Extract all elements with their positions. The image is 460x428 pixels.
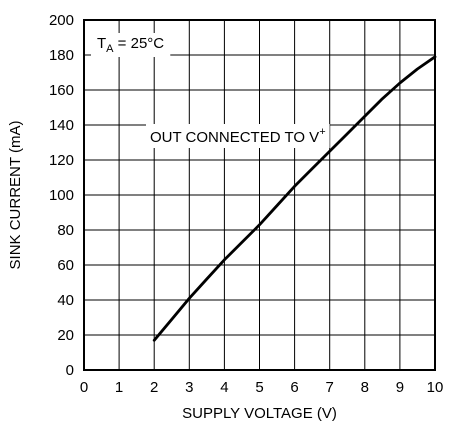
y-tick-labels: 0 20 40 60 80 100 120 140 160 180 200 <box>49 12 74 379</box>
y-tick-label: 140 <box>49 117 74 134</box>
y-tick-label: 40 <box>57 292 74 309</box>
y-tick-label: 0 <box>66 362 74 379</box>
x-tick-label: 0 <box>80 379 88 396</box>
y-tick-label: 80 <box>57 222 74 239</box>
y-tick-label: 160 <box>49 82 74 99</box>
x-tick-label: 6 <box>290 379 298 396</box>
y-tick-label: 120 <box>49 152 74 169</box>
x-tick-label: 10 <box>427 379 444 396</box>
x-axis-label: SUPPLY VOLTAGE (V) <box>182 405 337 422</box>
series-layer <box>152 55 437 342</box>
plot-frame <box>83 19 436 371</box>
y-axis-label: SINK CURRENT (mA) <box>7 121 24 270</box>
x-tick-label: 1 <box>115 379 123 396</box>
annotation-superscript: + <box>319 126 325 138</box>
y-tick-label: 100 <box>49 187 74 204</box>
y-tick-label: 200 <box>49 12 74 29</box>
y-tick-label: 60 <box>57 257 74 274</box>
condition-label: TA = 25°C <box>97 35 164 55</box>
x-tick-labels: 0 1 2 3 4 5 6 7 8 9 10 <box>80 379 444 396</box>
y-tick-label: 20 <box>57 327 74 344</box>
x-tick-label: 7 <box>326 379 334 396</box>
x-tick-label: 9 <box>396 379 404 396</box>
x-tick-label: 8 <box>361 379 369 396</box>
condition-subscript: A <box>106 43 114 55</box>
y-tick-label: 180 <box>49 47 74 64</box>
x-tick-label: 3 <box>185 379 193 396</box>
series-line <box>152 55 437 342</box>
x-tick-label: 4 <box>220 379 228 396</box>
x-tick-label: 2 <box>150 379 158 396</box>
condition-rest: = 25°C <box>114 35 165 52</box>
grid-lines <box>84 20 435 370</box>
curve-annotation: OUT CONNECTED TO V+ <box>150 126 326 146</box>
annotation-background <box>146 124 330 148</box>
condition-main: T <box>97 35 106 52</box>
annotation-main: OUT CONNECTED TO V <box>150 129 319 146</box>
condition-label-background <box>91 33 171 57</box>
x-tick-label: 5 <box>255 379 263 396</box>
